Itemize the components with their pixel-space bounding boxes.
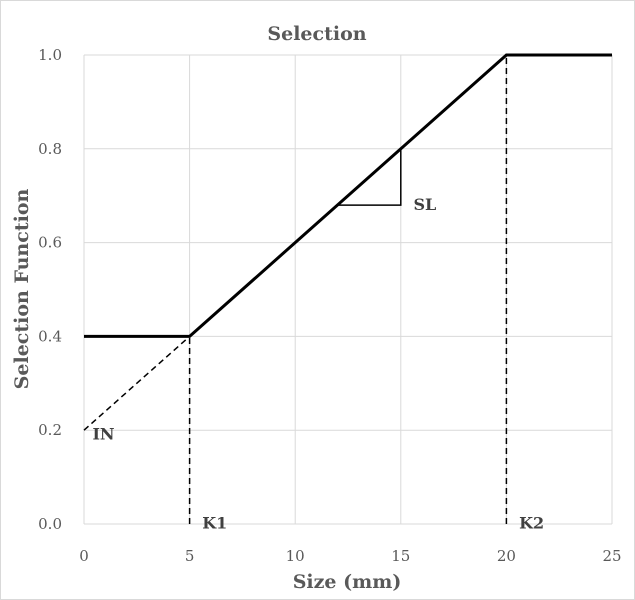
annotation-k2: K2 <box>519 514 544 533</box>
x-tick-label: 15 <box>391 547 410 565</box>
chart-title: Selection <box>267 23 366 45</box>
annotation-in: IN <box>92 425 114 444</box>
series <box>83 53 612 524</box>
x-tick-label: 5 <box>185 547 195 565</box>
intercept-extension-line <box>83 335 191 431</box>
x-tick-label: 25 <box>602 547 621 565</box>
y-axis-label: Selection Function <box>11 189 33 390</box>
y-tick-label: 0.4 <box>38 327 62 345</box>
labels: 0 5 10 15 20 25 0.0 0.2 0.4 0.6 0.8 1.0 IN K1 K2 SL <box>38 46 621 565</box>
y-tick-label: 0.0 <box>38 515 62 533</box>
annotation-sl: SL <box>413 195 436 214</box>
y-tick-label: 0.8 <box>38 140 62 158</box>
x-axis-label: Size (mm) <box>293 571 402 593</box>
x-tick-label: 10 <box>286 547 305 565</box>
x-tick-label: 20 <box>497 547 516 565</box>
annotation-k1: K1 <box>202 514 227 533</box>
slope-triangle <box>337 148 402 206</box>
x-tick-label: 0 <box>79 547 89 565</box>
selection-line <box>84 53 612 338</box>
y-tick-label: 0.2 <box>38 421 62 439</box>
y-tick-label: 1.0 <box>38 46 62 64</box>
y-tick-label: 0.6 <box>38 234 62 252</box>
